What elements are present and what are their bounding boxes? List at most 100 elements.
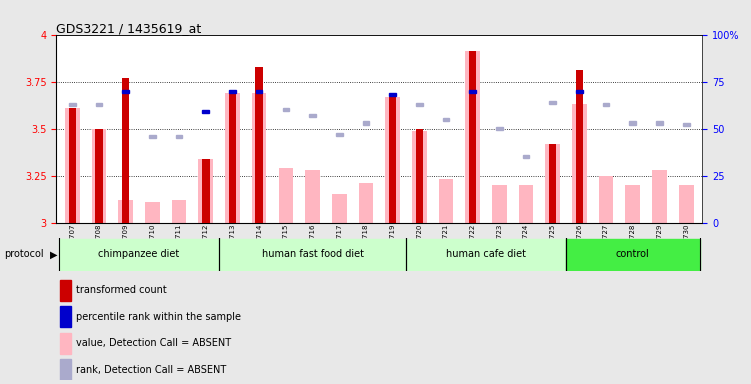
Text: GSM144722: GSM144722: [469, 224, 475, 266]
Text: GSM144715: GSM144715: [283, 224, 289, 266]
Bar: [122, 78, 129, 223]
Bar: [545, 144, 560, 223]
Bar: [603, 103, 610, 106]
Bar: [549, 144, 556, 223]
Text: GSM144710: GSM144710: [149, 224, 155, 266]
Bar: [466, 51, 480, 223]
Text: GSM144723: GSM144723: [496, 224, 502, 266]
Bar: [145, 202, 160, 223]
Bar: [336, 133, 342, 136]
Bar: [492, 185, 507, 223]
Bar: [256, 89, 263, 93]
Text: GSM144717: GSM144717: [336, 224, 342, 266]
Bar: [358, 183, 373, 223]
Bar: [59, 239, 219, 270]
Text: GSM144719: GSM144719: [390, 224, 396, 266]
Text: control: control: [616, 249, 650, 260]
Bar: [95, 129, 103, 223]
Bar: [176, 135, 182, 138]
Bar: [309, 114, 316, 117]
Bar: [229, 93, 237, 223]
Text: GSM144712: GSM144712: [203, 224, 209, 266]
Text: GSM144718: GSM144718: [363, 224, 369, 266]
Bar: [626, 185, 640, 223]
Text: transformed count: transformed count: [76, 285, 167, 295]
Bar: [282, 108, 289, 111]
Bar: [496, 127, 502, 130]
Bar: [576, 70, 584, 223]
Bar: [572, 104, 587, 223]
Text: percentile rank within the sample: percentile rank within the sample: [76, 312, 241, 322]
Text: GSM144724: GSM144724: [523, 224, 529, 266]
Text: GSM144730: GSM144730: [683, 224, 689, 266]
Bar: [683, 123, 689, 126]
Bar: [92, 129, 107, 223]
Bar: [656, 121, 663, 124]
Bar: [65, 108, 80, 223]
Text: GSM144721: GSM144721: [443, 224, 449, 266]
Bar: [416, 103, 423, 106]
Bar: [519, 185, 533, 223]
Bar: [119, 200, 133, 223]
Bar: [550, 101, 556, 104]
Text: chimpanzee diet: chimpanzee diet: [98, 249, 179, 260]
Bar: [95, 103, 102, 106]
Bar: [122, 89, 129, 93]
Bar: [442, 118, 449, 121]
Bar: [229, 89, 236, 93]
Bar: [305, 170, 320, 223]
Bar: [566, 239, 699, 270]
Bar: [652, 170, 667, 223]
Bar: [679, 185, 693, 223]
Text: ▶: ▶: [50, 249, 58, 260]
Text: GSM144713: GSM144713: [230, 224, 236, 266]
Bar: [523, 156, 529, 158]
Bar: [69, 103, 76, 106]
Text: protocol: protocol: [4, 249, 44, 260]
Text: GSM144729: GSM144729: [656, 224, 662, 266]
Text: human fast food diet: human fast food diet: [261, 249, 363, 260]
Text: rank, Detection Call = ABSENT: rank, Detection Call = ABSENT: [76, 364, 226, 375]
Text: GSM144727: GSM144727: [603, 224, 609, 266]
Bar: [389, 97, 397, 223]
Text: GSM144709: GSM144709: [122, 224, 128, 266]
Text: human cafe diet: human cafe diet: [446, 249, 526, 260]
Bar: [59, 306, 71, 327]
Text: GSM144725: GSM144725: [550, 224, 556, 266]
Bar: [599, 176, 614, 223]
Bar: [149, 135, 155, 138]
Bar: [415, 129, 423, 223]
Text: GSM144720: GSM144720: [416, 224, 422, 266]
Bar: [59, 359, 71, 380]
Bar: [412, 131, 427, 223]
Text: GSM144714: GSM144714: [256, 224, 262, 266]
Text: GDS3221 / 1435619_at: GDS3221 / 1435619_at: [56, 22, 201, 35]
Bar: [629, 121, 636, 124]
Bar: [469, 89, 476, 93]
Bar: [203, 110, 209, 113]
Text: GSM144711: GSM144711: [176, 224, 182, 266]
Bar: [59, 333, 71, 354]
Bar: [59, 280, 71, 301]
Bar: [576, 89, 583, 93]
Bar: [255, 66, 263, 223]
Bar: [252, 93, 267, 223]
Text: value, Detection Call = ABSENT: value, Detection Call = ABSENT: [76, 338, 231, 348]
Bar: [406, 239, 566, 270]
Bar: [68, 108, 76, 223]
Bar: [219, 239, 406, 270]
Bar: [198, 159, 213, 223]
Text: GSM144708: GSM144708: [96, 224, 102, 266]
Bar: [385, 97, 400, 223]
Bar: [389, 93, 396, 96]
Bar: [439, 179, 454, 223]
Bar: [279, 168, 293, 223]
Text: GSM144726: GSM144726: [577, 224, 583, 266]
Text: GSM144716: GSM144716: [309, 224, 315, 266]
Bar: [225, 93, 240, 223]
Bar: [469, 51, 476, 223]
Bar: [363, 121, 369, 124]
Text: GSM144707: GSM144707: [69, 224, 75, 266]
Bar: [202, 159, 210, 223]
Text: GSM144728: GSM144728: [630, 224, 636, 266]
